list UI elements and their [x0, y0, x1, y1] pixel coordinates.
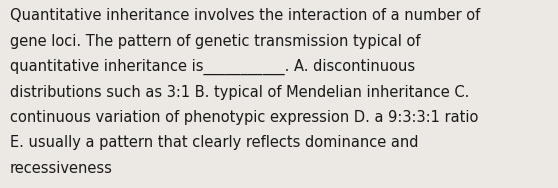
Text: quantitative inheritance is___________. A. discontinuous: quantitative inheritance is___________. …: [10, 59, 415, 75]
Text: distributions such as 3:1 B. typical of Mendelian inheritance C.: distributions such as 3:1 B. typical of …: [10, 85, 469, 100]
Text: continuous variation of phenotypic expression D. a 9:3:3:1 ratio: continuous variation of phenotypic expre…: [10, 110, 478, 125]
Text: gene loci. The pattern of genetic transmission typical of: gene loci. The pattern of genetic transm…: [10, 34, 421, 49]
Text: E. usually a pattern that clearly reflects dominance and: E. usually a pattern that clearly reflec…: [10, 135, 418, 150]
Text: recessiveness: recessiveness: [10, 161, 113, 176]
Text: Quantitative inheritance involves the interaction of a number of: Quantitative inheritance involves the in…: [10, 8, 480, 24]
